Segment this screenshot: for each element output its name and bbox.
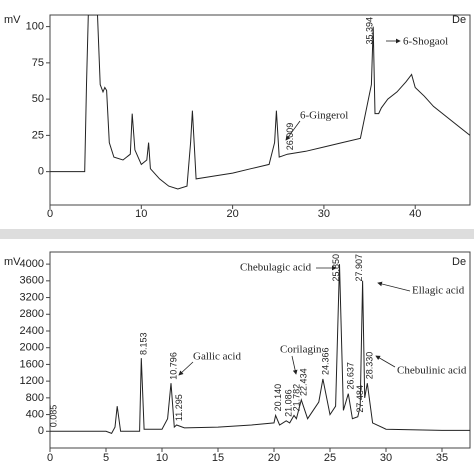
y-tick-label: 0 <box>38 166 44 178</box>
y-tick-label: 2400 <box>20 325 44 337</box>
peak-label: 20.140 <box>273 384 283 412</box>
y-tick-label: 3600 <box>20 275 44 287</box>
y-axis-label: mV <box>4 14 21 26</box>
x-tick-label: 0 <box>47 452 53 464</box>
y-tick-label: 75 <box>32 57 44 69</box>
compound-annotation: 6-Shogaol <box>403 36 448 48</box>
annotation-arrow <box>375 355 396 368</box>
x-tick-label: 5 <box>103 452 109 464</box>
compound-annotation: Ellagic acid <box>412 285 465 297</box>
peak-label: 22.434 <box>299 368 309 396</box>
y-tick-label: 3200 <box>20 291 44 303</box>
plot-frame <box>49 14 471 206</box>
y-tick-label: 50 <box>32 93 44 105</box>
peak-label: 0.085 <box>48 405 58 428</box>
compound-annotation: Chebulagic acid <box>240 262 312 274</box>
y-tick-label: 400 <box>26 408 44 420</box>
x-tick-label: 25 <box>324 452 336 464</box>
peak-label: 24.366 <box>320 348 330 376</box>
y-tick-label: 2800 <box>20 308 44 320</box>
x-tick-label: 10 <box>135 208 147 220</box>
peak-label: 35.394 <box>365 17 375 45</box>
annotation-arrow <box>178 361 194 376</box>
x-tick-label: 35 <box>436 452 448 464</box>
x-tick-label: 0 <box>47 208 53 220</box>
trace <box>50 15 470 190</box>
x-tick-label: 20 <box>226 208 238 220</box>
peak-label: 21.782 <box>291 384 301 412</box>
compound-annotation: Chebulinic acid <box>397 365 467 377</box>
peak-label: 26.009 <box>285 123 295 151</box>
y-axis-label: mV <box>4 256 21 268</box>
y-tick-label: 2000 <box>20 342 44 354</box>
compound-annotation: Corilagin <box>280 344 322 356</box>
plot-frame <box>49 251 471 449</box>
x-tick-label: 10 <box>156 452 168 464</box>
compound-annotation: Gallic acid <box>193 351 241 363</box>
annotation-arrow <box>377 281 411 292</box>
y-tick-label: 100 <box>26 21 44 33</box>
x-tick-label: 20 <box>268 452 280 464</box>
y-tick-label: 800 <box>26 392 44 404</box>
compound-annotation: 6-Gingerol <box>300 110 348 122</box>
x-tick-label: 40 <box>409 208 421 220</box>
y-tick-label: 1200 <box>20 375 44 387</box>
y-tick-label: 25 <box>32 129 44 141</box>
x-tick-label: 15 <box>212 452 224 464</box>
peak-label: 27.907 <box>354 254 364 282</box>
peak-label: 10.796 <box>168 352 178 380</box>
trace <box>50 264 470 435</box>
peak-label: 8.153 <box>139 332 149 355</box>
peak-label: 21.086 <box>284 389 294 417</box>
peak-label: 27.484 <box>355 385 365 413</box>
annotation-arrow <box>291 355 298 375</box>
x-tick-label: 30 <box>318 208 330 220</box>
x-tick-label: 30 <box>380 452 392 464</box>
y-tick-label: 4000 <box>20 258 44 270</box>
detector-label: De <box>452 256 466 268</box>
peak-label: 26.637 <box>346 362 356 390</box>
peak-label: 11.295 <box>174 394 184 421</box>
detector-label: De <box>452 14 466 26</box>
peak-label: 28.330 <box>365 352 375 380</box>
panel-separator <box>0 229 474 239</box>
y-tick-label: 1600 <box>20 358 44 370</box>
y-tick-label: 0 <box>38 425 44 437</box>
annotation-arrow <box>285 120 301 141</box>
